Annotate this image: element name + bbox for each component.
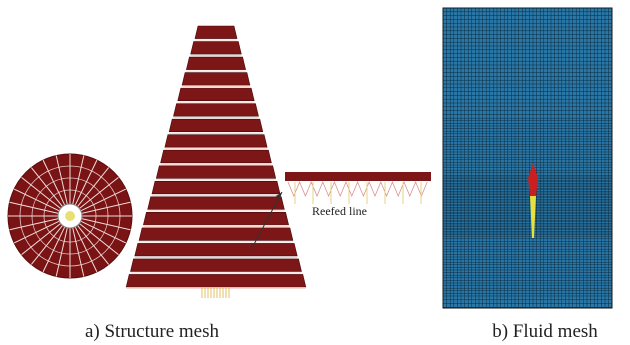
reefed-detail [285,172,431,204]
gore-band [148,197,285,210]
gore-band [143,212,288,225]
detail-band [285,172,431,181]
reefed-label: Reefed line [312,204,367,218]
gore-band [169,119,263,132]
caption: b) Fluid mesh [492,321,598,342]
reefed-zigzag [288,182,427,196]
gore-band [126,274,306,287]
canopy-side-view [126,26,306,298]
gore-band [174,104,259,117]
gore-band [182,73,250,86]
figure: Reefed line a) Structure mesh b) Fluid m… [0,0,630,345]
fluid-mesh [443,8,612,308]
gore-band [178,88,254,101]
gore-band [165,135,267,148]
gore-band [135,243,297,256]
gore-band [152,181,280,194]
gore-band [139,228,293,241]
caption: a) Structure mesh [85,321,220,342]
gore-band [131,259,302,272]
gore-band [186,57,245,70]
gore-band [195,26,237,39]
gore-band [191,42,242,55]
canopy-top-view [8,154,132,278]
gore-band [156,166,275,179]
gore-band [161,150,272,163]
disc-center [65,211,75,221]
